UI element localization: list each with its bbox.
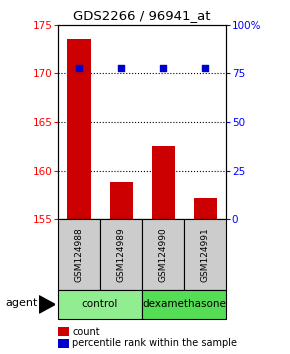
Polygon shape [39, 296, 55, 313]
Bar [58, 290, 142, 319]
Text: GSM124991: GSM124991 [201, 228, 210, 282]
Text: GDS2266 / 96941_at: GDS2266 / 96941_at [73, 9, 211, 22]
Bar [142, 290, 226, 319]
Text: percentile rank within the sample: percentile rank within the sample [72, 338, 238, 348]
Bar [100, 219, 142, 290]
Text: dexamethasone: dexamethasone [142, 299, 226, 309]
Bar [58, 219, 100, 290]
Bar [152, 147, 175, 219]
Text: control: control [82, 299, 118, 309]
Bar [68, 39, 90, 219]
Point [119, 65, 124, 70]
Point [77, 65, 81, 70]
Point [161, 65, 165, 70]
Text: GSM124989: GSM124989 [117, 228, 126, 282]
Point [203, 65, 208, 70]
Bar [194, 198, 217, 219]
Text: count: count [72, 327, 100, 337]
Text: GSM124988: GSM124988 [75, 228, 84, 282]
Bar [142, 219, 184, 290]
Bar [110, 182, 133, 219]
Text: GSM124990: GSM124990 [159, 228, 168, 282]
Text: agent: agent [6, 298, 38, 308]
Bar [184, 219, 226, 290]
